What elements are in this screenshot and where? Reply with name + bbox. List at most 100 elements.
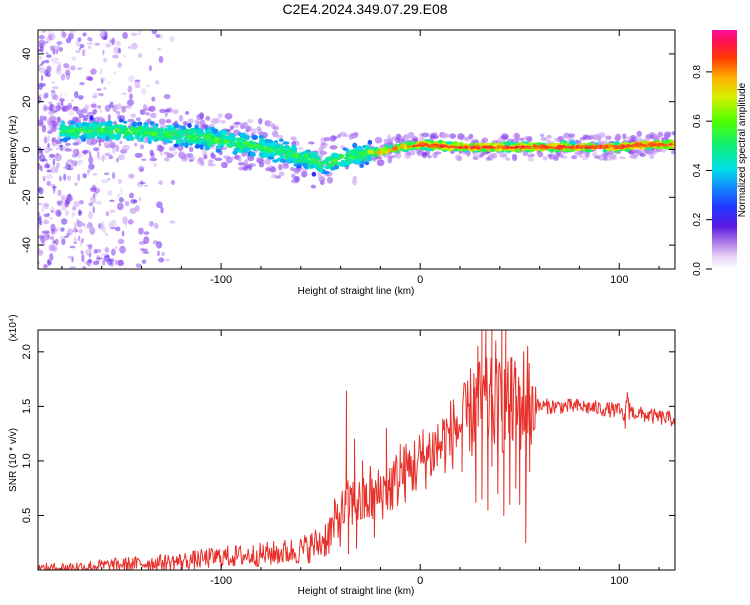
spectrogram-ridge-cell — [358, 151, 364, 157]
spectrogram-noise-blob — [99, 32, 106, 38]
spectrogram-halo-blob — [149, 157, 157, 162]
spectrogram-peak-cell — [619, 145, 624, 148]
spectrogram-halo-blob — [320, 142, 327, 146]
spectrogram-halo-blob — [139, 144, 145, 150]
spectrogram-noise-blob — [55, 147, 61, 150]
spectrogram-noise-blob — [77, 173, 81, 182]
spectrogram-peak-cell — [520, 145, 526, 148]
spectrogram-y-tick-label: 0 — [21, 146, 33, 152]
spectrogram-peak-cell — [463, 146, 469, 149]
spectrogram-noise-blob — [102, 154, 105, 163]
spectrogram-halo-blob — [548, 154, 556, 160]
snr-frame — [37, 329, 676, 571]
spectrogram-halo-blob — [650, 150, 658, 155]
spectrogram-noise-blob — [88, 258, 93, 264]
spectrogram-noise-blob — [51, 209, 54, 213]
spectrogram-noise-blob — [51, 91, 57, 100]
spectrogram-peak-cell — [570, 146, 574, 149]
spectrogram-noise-blob — [88, 156, 94, 164]
spectrogram-halo-blob — [308, 141, 315, 145]
spectrogram-ridge-cell — [249, 151, 256, 157]
spectrogram-heatmap — [38, 30, 675, 269]
spectrogram-noise-blob — [60, 194, 66, 202]
spectrogram-ridge-cell — [196, 128, 204, 133]
spectrogram-halo-blob — [150, 112, 157, 119]
spectrogram-noise-blob — [156, 201, 163, 209]
spectrogram-noise-blob — [133, 142, 138, 147]
spectrogram-noise-blob — [113, 71, 116, 75]
spectrogram-ridge-cell — [290, 153, 297, 159]
spectrogram-halo-blob — [472, 152, 481, 159]
spectrogram-ridge-cell — [138, 129, 145, 135]
spectrogram-noise-blob — [88, 211, 94, 220]
spectrogram-noise-blob — [63, 166, 66, 170]
spectrogram-ridge-cell — [167, 140, 174, 144]
spectrogram-halo-blob — [185, 111, 190, 115]
spectrogram-noise-blob — [142, 248, 148, 252]
spectrogram-ridge-cell — [359, 164, 365, 168]
spectrogram-noise-blob — [105, 211, 110, 217]
spectrogram-ridge-cell — [514, 142, 519, 146]
spectrogram-noise-blob — [108, 81, 111, 85]
spectrogram-ridge-cell — [287, 149, 294, 153]
spectrogram-noise-blob — [118, 47, 122, 54]
spectrogram-noise-blob — [132, 200, 137, 203]
spectrogram-noise-blob — [134, 80, 141, 87]
spectrogram-halo-blob — [210, 152, 215, 158]
spectrogram-halo-blob — [148, 105, 156, 112]
spectrogram-noise-blob — [96, 156, 104, 161]
spectrogram-ridge-cell — [480, 147, 488, 153]
spectrogram-noise-blob — [87, 227, 94, 230]
spectrogram-ridge-cell — [123, 127, 129, 131]
spectrogram-ridge-cell — [380, 147, 386, 153]
spectrogram-ridge-cell — [217, 144, 221, 149]
spectrogram-ridge-cell — [264, 152, 270, 158]
spectrogram-ridge-cell — [138, 138, 144, 143]
spectrogram-noise-blob — [94, 42, 100, 46]
spectrogram-halo-blob — [278, 171, 285, 177]
spectrogram-ridge-cell — [158, 128, 164, 134]
spectrogram-noise-blob — [123, 53, 126, 59]
spectrogram-peak-cell — [634, 144, 640, 147]
spectrogram-noise-blob — [109, 258, 115, 263]
spectrogram-ridge-cell — [70, 124, 75, 129]
spectrogram-noise-blob — [49, 45, 55, 51]
spectrogram-halo-blob — [205, 116, 211, 121]
spectrogram-halo-blob — [456, 133, 465, 140]
spectrogram-halo-blob — [115, 145, 120, 151]
spectrogram-noise-blob — [121, 92, 127, 95]
spectrogram-noise-blob — [156, 241, 163, 249]
spectrogram-halo-blob — [158, 118, 166, 125]
spectrogram-noise-blob — [81, 238, 84, 243]
spectrogram-halo-blob — [326, 176, 334, 184]
spectrogram-halo-blob — [395, 137, 401, 144]
spectrogram-noise-blob — [39, 221, 43, 226]
spectrogram-noise-blob — [92, 206, 95, 214]
spectrogram-noise-blob — [38, 186, 41, 194]
spectrogram-ridge-cell — [194, 144, 201, 149]
spectrogram-halo-blob — [591, 152, 598, 157]
spectrogram-noise-blob — [117, 238, 125, 245]
spectrogram-halo-blob — [73, 106, 79, 110]
spectrogram-ridge-cell — [406, 144, 411, 148]
spectrogram-halo-blob — [273, 125, 280, 131]
spectrogram-noise-blob — [146, 84, 150, 88]
spectrogram-noise-blob — [92, 94, 98, 99]
spectrogram-noise-blob — [110, 219, 117, 227]
spectrogram-halo-blob — [383, 138, 389, 143]
spectrogram-halo-blob — [248, 164, 253, 171]
spectrogram-ridge-cell — [175, 139, 181, 145]
spectrogram-halo-blob — [614, 135, 621, 141]
spectrogram-halo-blob — [224, 112, 233, 120]
spectrogram-noise-blob — [43, 116, 47, 121]
spectrogram-halo-blob — [78, 113, 85, 119]
spectrogram-noise-blob — [44, 218, 48, 225]
spectrogram-noise-blob — [40, 149, 44, 155]
spectrogram-ridge-cell — [227, 144, 233, 148]
spectrogram-ridge-cell — [310, 164, 315, 168]
spectrogram-peak-cell — [509, 146, 514, 149]
spectrogram-ridge-cell — [302, 162, 309, 169]
spectrogram-ridge-cell — [267, 142, 271, 148]
spectrogram-peak-cell — [483, 145, 489, 148]
